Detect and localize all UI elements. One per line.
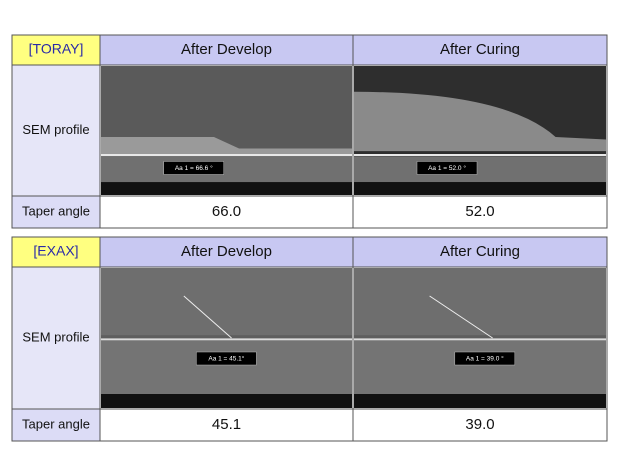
film-layer (101, 268, 352, 336)
film-layer (101, 136, 352, 157)
header-cell (352, 236, 608, 268)
column-header: After Develop (181, 41, 272, 58)
annotation-box (163, 161, 224, 175)
label-cell (11, 64, 101, 197)
sem-image: Aa 1 = 52.0 ° (354, 66, 606, 195)
column-header: After Curing (440, 243, 520, 260)
scale-bar (354, 182, 606, 195)
taper-value: 66.0 (212, 203, 241, 220)
row-label: SEM profile (22, 329, 89, 344)
film-layer (354, 91, 606, 152)
substrate (354, 340, 606, 394)
value-cell (352, 195, 608, 229)
angle-annotation: Aa 1 = 39.0 ° (466, 355, 504, 363)
sem-image: Aa 1 = 66.6 ° (101, 66, 352, 195)
film-layer (354, 268, 606, 336)
taper-value: 45.1 (212, 416, 241, 433)
substrate (101, 156, 352, 183)
substrate (354, 156, 606, 183)
row-label: SEM profile (22, 122, 89, 137)
taper-value: 52.0 (465, 203, 494, 220)
angle-annotation: Aa 1 = 45.1° (208, 355, 244, 363)
angle-annotation: Aa 1 = 66.6 ° (175, 164, 213, 172)
angle-annotation: Aa 1 = 52.0 ° (428, 164, 466, 172)
label-cell (11, 236, 101, 268)
label-cell (11, 34, 101, 66)
scale-bar (101, 394, 352, 408)
angle-line (183, 295, 232, 339)
sem-image: Aa 1 = 45.1° (101, 268, 352, 408)
annotation-box (454, 351, 516, 366)
value-cell (99, 408, 354, 442)
table-label: [EXAX] (33, 243, 78, 259)
value-cell (352, 408, 608, 442)
label-cell (11, 195, 101, 229)
taper-value: 39.0 (465, 416, 494, 433)
column-header: After Develop (181, 243, 272, 260)
annotation-box (416, 161, 478, 175)
header-cell (99, 34, 354, 66)
label-cell (11, 266, 101, 410)
column-header: After Curing (440, 41, 520, 58)
substrate (101, 340, 352, 394)
header-cell (352, 34, 608, 66)
angle-line (429, 295, 493, 339)
scale-bar (101, 182, 352, 195)
row-label: Taper angle (22, 416, 90, 431)
annotation-box (196, 351, 257, 366)
sem-image: Aa 1 = 39.0 ° (354, 268, 606, 408)
row-label: Taper angle (22, 203, 90, 218)
scale-bar (354, 394, 606, 408)
label-cell (11, 408, 101, 442)
table-label: [TORAY] (29, 41, 84, 57)
